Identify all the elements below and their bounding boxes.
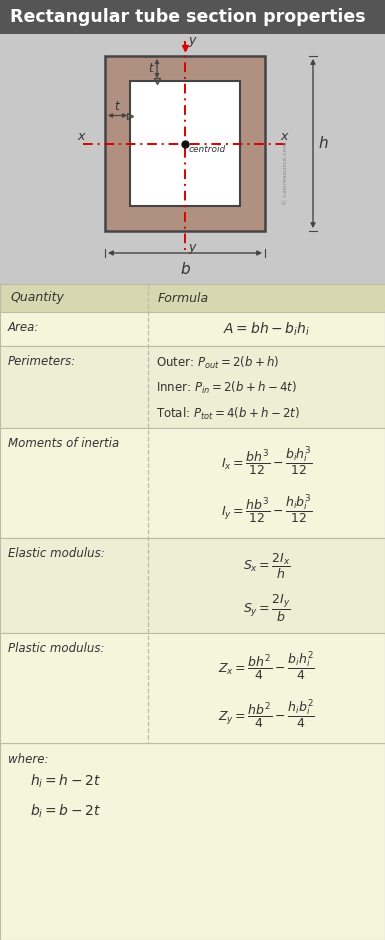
- Text: $y$: $y$: [188, 242, 198, 256]
- Text: $Z_y = \dfrac{hb^2}{4} - \dfrac{h_i b_i^2}{4}$: $Z_y = \dfrac{hb^2}{4} - \dfrac{h_i b_i^…: [218, 697, 315, 731]
- Bar: [0, 538, 385, 633]
- Text: $I_y = \dfrac{hb^3}{12} - \dfrac{h_i b_i^3}{12}$: $I_y = \dfrac{hb^3}{12} - \dfrac{h_i b_i…: [221, 493, 312, 525]
- Text: Total: $P_{tot} = 4(b + h - 2t)$: Total: $P_{tot} = 4(b + h - 2t)$: [156, 406, 300, 422]
- Text: Elastic modulus:: Elastic modulus:: [8, 547, 105, 560]
- Text: $t$: $t$: [114, 101, 121, 114]
- Text: $b_i = b - 2t$: $b_i = b - 2t$: [30, 803, 102, 821]
- Text: $b$: $b$: [179, 261, 191, 277]
- Bar: [0, 633, 385, 743]
- Text: $h$: $h$: [318, 135, 329, 151]
- Text: where:: where:: [8, 753, 49, 766]
- Text: Moments of inertia: Moments of inertia: [8, 437, 119, 450]
- Text: Plastic modulus:: Plastic modulus:: [8, 642, 104, 655]
- Bar: [0, 284, 385, 312]
- Bar: [105, 56, 265, 231]
- Text: Rectangular tube section properties: Rectangular tube section properties: [10, 8, 366, 26]
- Text: $I_x = \dfrac{bh^3}{12} - \dfrac{b_i h_i^3}{12}$: $I_x = \dfrac{bh^3}{12} - \dfrac{b_i h_i…: [221, 445, 312, 478]
- Text: $Z_x = \dfrac{bh^2}{4} - \dfrac{b_i h_i^2}{4}$: $Z_x = \dfrac{bh^2}{4} - \dfrac{b_i h_i^…: [218, 650, 315, 683]
- Text: $t$: $t$: [148, 62, 155, 75]
- Text: Formula: Formula: [158, 291, 209, 305]
- Bar: [0, 0, 385, 34]
- Text: Outer: $P_{out} = 2(b + h)$: Outer: $P_{out} = 2(b + h)$: [156, 354, 280, 370]
- Bar: [0, 743, 385, 940]
- Text: © calcresource.com: © calcresource.com: [283, 142, 288, 205]
- Text: $A = bh - b_i h_i$: $A = bh - b_i h_i$: [223, 321, 310, 337]
- Bar: [130, 81, 240, 206]
- Text: $x$: $x$: [77, 130, 87, 143]
- Text: $x$: $x$: [280, 130, 290, 143]
- Bar: [0, 284, 385, 744]
- Text: $S_x = \dfrac{2I_x}{h}$: $S_x = \dfrac{2I_x}{h}$: [243, 553, 291, 582]
- Text: $S_y = \dfrac{2I_y}{b}$: $S_y = \dfrac{2I_y}{b}$: [243, 592, 291, 624]
- Text: $y$: $y$: [188, 35, 198, 49]
- Bar: [0, 346, 385, 428]
- Text: centroid: centroid: [189, 145, 226, 153]
- Text: Quantity: Quantity: [10, 291, 64, 305]
- Bar: [0, 34, 385, 284]
- Text: Inner: $P_{in} = 2(b + h - 4t)$: Inner: $P_{in} = 2(b + h - 4t)$: [156, 381, 297, 397]
- Bar: [0, 312, 385, 346]
- Bar: [0, 428, 385, 538]
- Text: Perimeters:: Perimeters:: [8, 355, 76, 368]
- Text: $h_i = h - 2t$: $h_i = h - 2t$: [30, 773, 102, 791]
- Text: Area:: Area:: [8, 321, 39, 334]
